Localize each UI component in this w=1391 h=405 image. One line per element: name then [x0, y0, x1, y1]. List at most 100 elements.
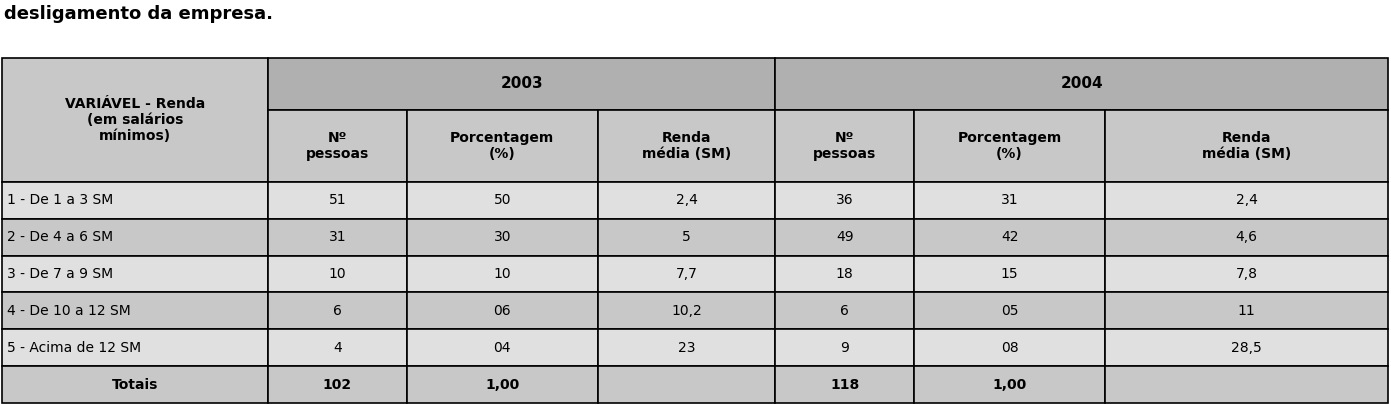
Bar — [1, 256, 268, 292]
Text: 5: 5 — [683, 230, 691, 244]
Bar — [1, 58, 268, 182]
Bar — [598, 329, 775, 366]
Text: 18: 18 — [836, 267, 854, 281]
Text: 10: 10 — [494, 267, 510, 281]
Bar — [598, 366, 775, 403]
Bar — [775, 366, 914, 403]
Text: 3 - De 7 a 9 SM: 3 - De 7 a 9 SM — [7, 267, 113, 281]
Bar — [406, 110, 598, 182]
Bar — [914, 110, 1106, 182]
Text: 2,4: 2,4 — [1235, 193, 1257, 207]
Bar — [1106, 110, 1388, 182]
Text: Renda
média (SM): Renda média (SM) — [1202, 131, 1291, 161]
Bar — [914, 366, 1106, 403]
Text: 36: 36 — [836, 193, 854, 207]
Bar — [598, 110, 775, 182]
Text: 2,4: 2,4 — [676, 193, 698, 207]
Bar — [406, 292, 598, 329]
Bar — [406, 329, 598, 366]
Bar — [598, 292, 775, 329]
Text: 08: 08 — [1000, 341, 1018, 355]
Bar — [914, 219, 1106, 256]
Text: 42: 42 — [1002, 230, 1018, 244]
Text: 51: 51 — [328, 193, 346, 207]
Bar — [406, 366, 598, 403]
Text: 1,00: 1,00 — [993, 377, 1027, 392]
Text: 05: 05 — [1002, 304, 1018, 318]
Bar — [1, 292, 268, 329]
Text: 7,7: 7,7 — [676, 267, 698, 281]
Bar — [1106, 182, 1388, 219]
Text: Porcentagem
(%): Porcentagem (%) — [957, 131, 1061, 161]
Bar — [598, 256, 775, 292]
Bar — [1, 219, 268, 256]
Text: 1,00: 1,00 — [485, 377, 519, 392]
Bar — [914, 256, 1106, 292]
Text: 49: 49 — [836, 230, 854, 244]
Text: 4,6: 4,6 — [1235, 230, 1257, 244]
Bar — [1106, 292, 1388, 329]
Bar — [268, 329, 406, 366]
Bar — [1106, 329, 1388, 366]
Bar — [775, 58, 1388, 110]
Text: Porcentagem
(%): Porcentagem (%) — [451, 131, 555, 161]
Bar — [775, 219, 914, 256]
Bar — [598, 182, 775, 219]
Text: 31: 31 — [328, 230, 346, 244]
Bar — [406, 182, 598, 219]
Text: 50: 50 — [494, 193, 510, 207]
Text: 2003: 2003 — [501, 77, 542, 92]
Text: 2 - De 4 a 6 SM: 2 - De 4 a 6 SM — [7, 230, 113, 244]
Text: Nº
pessoas: Nº pessoas — [814, 131, 876, 161]
Bar — [1106, 219, 1388, 256]
Bar — [914, 292, 1106, 329]
Text: 118: 118 — [830, 377, 860, 392]
Bar — [775, 292, 914, 329]
Text: 31: 31 — [1000, 193, 1018, 207]
Text: 15: 15 — [1000, 267, 1018, 281]
Bar — [268, 256, 406, 292]
Bar — [268, 219, 406, 256]
Text: 23: 23 — [677, 341, 696, 355]
Text: 5 - Acima de 12 SM: 5 - Acima de 12 SM — [7, 341, 140, 355]
Bar — [598, 219, 775, 256]
Text: 2004: 2004 — [1060, 77, 1103, 92]
Bar — [775, 329, 914, 366]
Text: 102: 102 — [323, 377, 352, 392]
Bar — [268, 366, 406, 403]
Bar — [775, 182, 914, 219]
Bar — [1, 329, 268, 366]
Text: 28,5: 28,5 — [1231, 341, 1262, 355]
Bar — [775, 256, 914, 292]
Text: 10: 10 — [328, 267, 346, 281]
Bar — [1106, 256, 1388, 292]
Text: 9: 9 — [840, 341, 849, 355]
Text: VARIÁVEL - Renda
(em salários
mínimos): VARIÁVEL - Renda (em salários mínimos) — [65, 97, 206, 143]
Text: Totais: Totais — [111, 377, 159, 392]
Text: 30: 30 — [494, 230, 510, 244]
Bar — [268, 58, 775, 110]
Bar — [1, 182, 268, 219]
Text: desligamento da empresa.: desligamento da empresa. — [4, 5, 273, 23]
Bar — [268, 182, 406, 219]
Text: 6: 6 — [332, 304, 342, 318]
Text: Nº
pessoas: Nº pessoas — [306, 131, 369, 161]
Bar — [406, 256, 598, 292]
Text: 1 - De 1 a 3 SM: 1 - De 1 a 3 SM — [7, 193, 113, 207]
Text: 4: 4 — [332, 341, 342, 355]
Text: 6: 6 — [840, 304, 849, 318]
Text: Renda
média (SM): Renda média (SM) — [643, 131, 732, 161]
Text: 04: 04 — [494, 341, 510, 355]
Bar — [914, 182, 1106, 219]
Text: 06: 06 — [494, 304, 510, 318]
Bar — [268, 110, 406, 182]
Bar — [406, 219, 598, 256]
Text: 10,2: 10,2 — [672, 304, 702, 318]
Text: 7,8: 7,8 — [1235, 267, 1257, 281]
Bar — [1106, 366, 1388, 403]
Bar — [1, 366, 268, 403]
Bar — [775, 110, 914, 182]
Bar — [268, 292, 406, 329]
Text: 4 - De 10 a 12 SM: 4 - De 10 a 12 SM — [7, 304, 131, 318]
Text: 11: 11 — [1238, 304, 1256, 318]
